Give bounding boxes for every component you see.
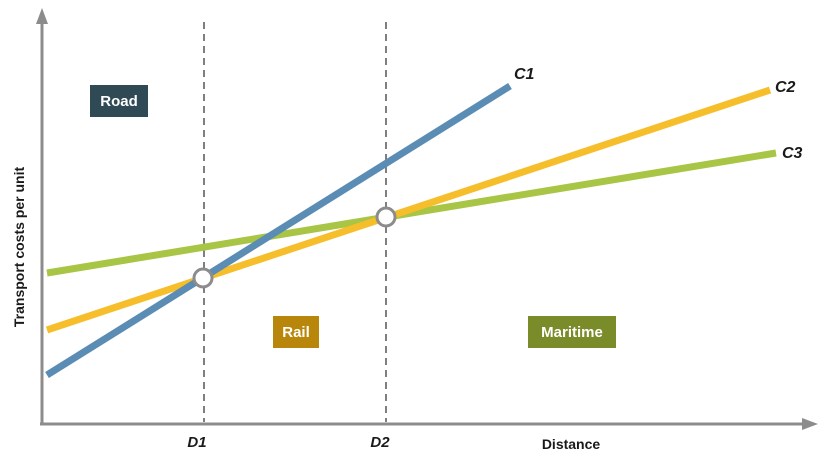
zone-badge-road-bg: [90, 85, 148, 117]
y-axis-title: Transport costs per unit: [11, 167, 27, 328]
zone-badge-maritime-bg: [528, 316, 616, 348]
curve-c1-line: [45, 83, 512, 378]
curve-label-c2: C2: [775, 79, 796, 96]
x-tick-label-d2: D2: [370, 434, 390, 451]
x-axis-arrowhead: [802, 418, 818, 430]
x-axis-title: Distance: [542, 436, 601, 452]
curve-label-c3: C3: [782, 145, 803, 162]
x-tick-label-d1: D1: [187, 434, 206, 451]
zone-label-rail: Rail: [282, 324, 310, 341]
curve-c2-line: [45, 86, 772, 334]
curve-c3-line: [46, 149, 777, 277]
zone-badge-road: Road: [90, 85, 148, 117]
curve-label-c1: C1: [514, 66, 535, 83]
zone-badge-rail: Rail: [273, 316, 319, 348]
zone-label-maritime: Maritime: [541, 324, 603, 341]
zone-label-road: Road: [100, 93, 138, 110]
axes: [36, 8, 818, 430]
zone-badge-rail-bg: [273, 316, 319, 348]
intersection-marker-d1: [192, 267, 214, 289]
y-axis-arrowhead: [36, 8, 48, 24]
intersection-marker-d2: [375, 206, 397, 228]
zone-badge-maritime: Maritime: [528, 316, 616, 348]
